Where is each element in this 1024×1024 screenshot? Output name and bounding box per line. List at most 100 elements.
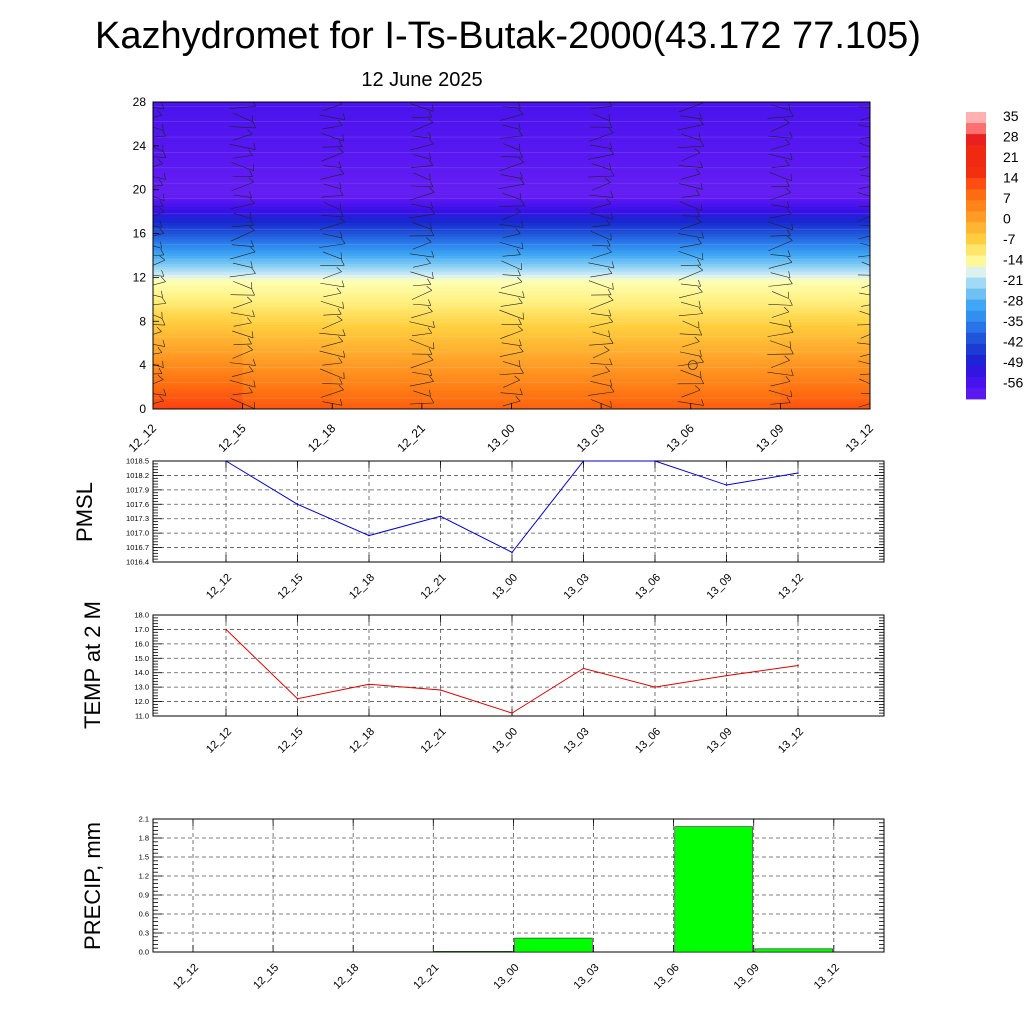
wind-barb-flag: [429, 389, 431, 397]
heatmap-cell: [511, 320, 602, 325]
heatmap-cell: [601, 359, 692, 363]
y-tick-label: 1.8: [139, 834, 149, 843]
heatmap-cell: [421, 170, 513, 174]
wind-barb: [501, 260, 522, 271]
wind-barb: [153, 367, 163, 375]
wind-barb-flag: [338, 384, 344, 390]
heatmap-cell: [690, 252, 781, 256]
heatmap-cell: [511, 120, 602, 125]
heatmap-cell: [601, 148, 692, 152]
wind-barb-flag: [701, 253, 704, 260]
wind-barb: [767, 347, 794, 355]
heatmap-cell: [601, 378, 692, 382]
x-tick-label: 12_18: [347, 726, 377, 756]
wind-barb: [500, 150, 523, 158]
heatmap-cell: [601, 307, 692, 311]
wind-barb: [501, 318, 522, 325]
wind-barb: [589, 212, 614, 220]
heatmap-cell: [690, 255, 781, 259]
heatmap-cell: [153, 252, 244, 256]
wind-barb-flag: [156, 326, 162, 332]
heatmap-cell: [690, 181, 781, 185]
wind-barb-staff: [413, 263, 431, 268]
wind-barb-staff: [502, 124, 521, 130]
wind-barb: [681, 133, 701, 141]
heatmap-cell: [332, 304, 423, 308]
heatmap-cell: [421, 389, 513, 393]
wind-barb: [677, 377, 705, 385]
heatmap-cell: [780, 389, 870, 393]
wind-barb-flag: [247, 296, 253, 302]
wind-barb: [411, 285, 433, 300]
colorbar-swatch: [966, 123, 986, 135]
heatmap-cell: [421, 241, 513, 245]
wind-barb: [498, 291, 525, 299]
wind-barb: [323, 202, 341, 211]
wind-barb: [589, 337, 614, 346]
wind-barb-staff: [229, 126, 256, 129]
heatmap-cell: [153, 268, 244, 273]
wind-barb-staff: [500, 174, 523, 179]
heatmap-cell: [153, 164, 244, 169]
heatmap-cell: [780, 400, 870, 404]
wind-barb-staff: [677, 233, 704, 239]
wind-barb-staff: [411, 311, 433, 319]
wind-barb-flag: [607, 288, 612, 295]
wind-barb-flag: [520, 178, 525, 185]
heatmap-cell: [421, 392, 513, 396]
heatmap-cell: [421, 370, 513, 374]
wind-barb-flag: [609, 163, 611, 170]
heatmap-cell: [153, 123, 244, 127]
heatmap-cell: [690, 244, 781, 248]
heatmap-cell: [153, 266, 244, 270]
wind-barb: [153, 130, 167, 139]
wind-barb: [679, 238, 702, 248]
heatmap-cell: [242, 241, 333, 245]
heatmap-cell: [153, 296, 244, 300]
heatmap-cell: [690, 359, 781, 363]
wind-barb-staff: [413, 154, 431, 160]
heatmap-cell: [511, 156, 602, 160]
wind-barb-staff: [768, 262, 793, 269]
wind-barb: [322, 357, 343, 366]
heatmap-cell: [421, 279, 513, 284]
heatmap-cell: [511, 175, 602, 180]
heatmap-cell: [242, 373, 333, 377]
wind-barb: [501, 339, 522, 347]
heatmap-cell: [601, 403, 692, 407]
wind-barb-flag: [340, 231, 343, 238]
heatmap-cell: [421, 323, 513, 328]
heatmap-cell: [153, 359, 244, 363]
wind-barb: [592, 239, 611, 247]
wind-barb: [411, 110, 433, 119]
x-tick-label: 12_18: [331, 962, 361, 992]
heatmap-cell: [511, 192, 602, 196]
wind-barb: [153, 340, 166, 347]
wind-barb-flag: [875, 109, 880, 116]
wind-barb: [153, 360, 164, 368]
heatmap-cell: [601, 320, 692, 325]
wind-barb: [229, 102, 256, 110]
heatmap-cell: [421, 301, 513, 306]
heatmap-cell: [421, 222, 513, 226]
wind-barb: [321, 189, 344, 198]
wind-barb: [859, 183, 870, 190]
wind-barb-staff: [153, 352, 162, 357]
wind-barb: [230, 198, 255, 210]
wind-barb: [409, 229, 435, 237]
heatmap-cell: [601, 323, 692, 328]
wind-barb-staff: [860, 392, 870, 395]
heatmap-cell: [421, 200, 513, 204]
heatmap-cell: [780, 318, 870, 322]
wind-barb-flag: [697, 238, 702, 244]
heatmap-cell: [690, 151, 781, 155]
wind-barb-flag: [341, 238, 346, 244]
heatmap-cell: [511, 126, 602, 130]
wind-barb-staff: [768, 240, 793, 252]
wind-barb-flag: [788, 271, 791, 278]
heatmap-cell: [421, 102, 513, 106]
wind-barb-flag: [878, 382, 883, 389]
heatmap-cell: [601, 197, 692, 201]
heatmap-cell: [242, 115, 333, 119]
heatmap-cell: [780, 384, 870, 388]
